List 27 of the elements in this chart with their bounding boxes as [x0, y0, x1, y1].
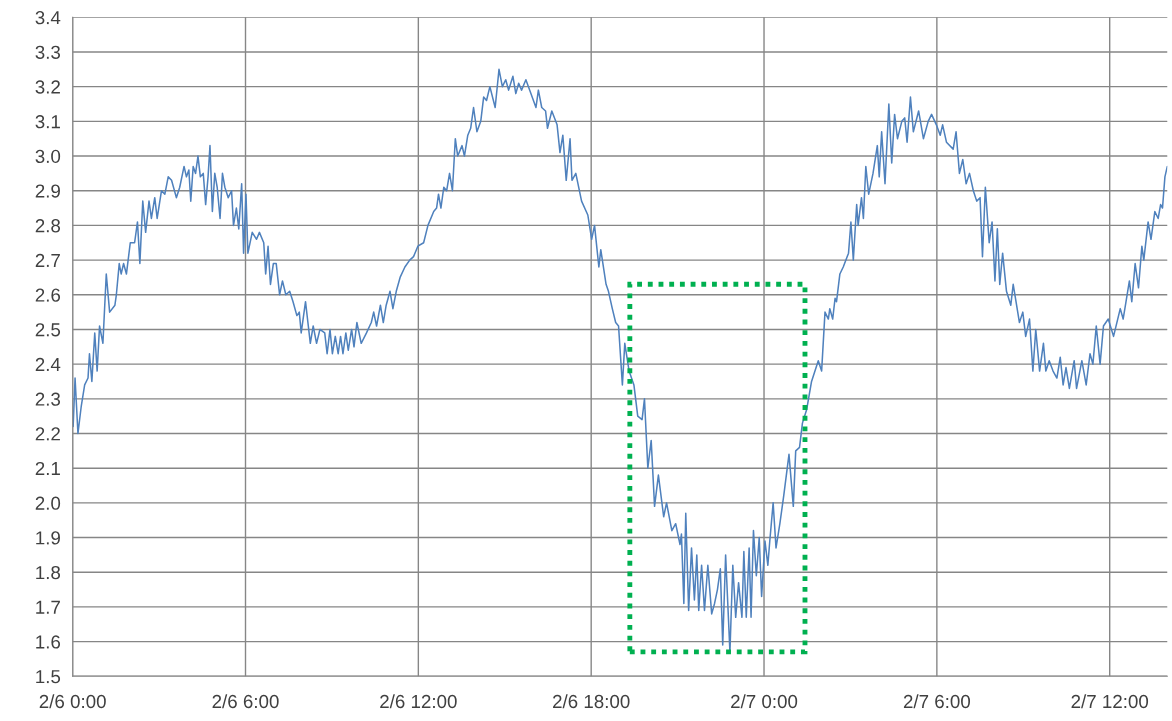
y-tick-label: 1.9: [36, 531, 60, 545]
x-tick-label: 2/7 12:00: [1071, 694, 1149, 709]
y-tick-label: 1.8: [36, 565, 61, 580]
y-tick-label: 1.7: [36, 600, 60, 614]
y-tick-label: 2.8: [35, 219, 61, 233]
y-tick-label: 2.0: [35, 496, 61, 510]
y-tick-label: 2.3: [35, 392, 61, 406]
y-tick-label: 3.1: [35, 115, 60, 129]
x-tick-label: 2/6 18:00: [553, 694, 630, 709]
y-tick-label: 3.4: [35, 11, 61, 25]
y-tick-label: 1.5: [36, 670, 61, 684]
x-tick-label: 2/7 6:00: [903, 694, 971, 709]
y-tick-label: 3.2: [35, 80, 60, 94]
y-tick-label: 2.1: [35, 461, 60, 475]
y-tick-label: 2.4: [35, 357, 61, 371]
x-tick-label: 2/6 12:00: [380, 694, 457, 709]
x-tick-label: 2/7 0:00: [731, 694, 798, 709]
y-tick-label: 3.3: [35, 45, 61, 59]
y-tick-label: 2.5: [35, 323, 61, 337]
y-tick-label: 2.7: [35, 253, 60, 267]
y-tick-label: 2.6: [35, 288, 61, 302]
x-tick-label: 2/6 0:00: [39, 694, 106, 709]
x-tick-label: 2/6 6:00: [212, 694, 279, 709]
y-tick-label: 3.0: [35, 149, 61, 164]
y-tick-label: 2.9: [35, 184, 60, 198]
y-tick-label: 1.6: [36, 635, 61, 649]
y-tick-label: 2.2: [35, 427, 60, 441]
